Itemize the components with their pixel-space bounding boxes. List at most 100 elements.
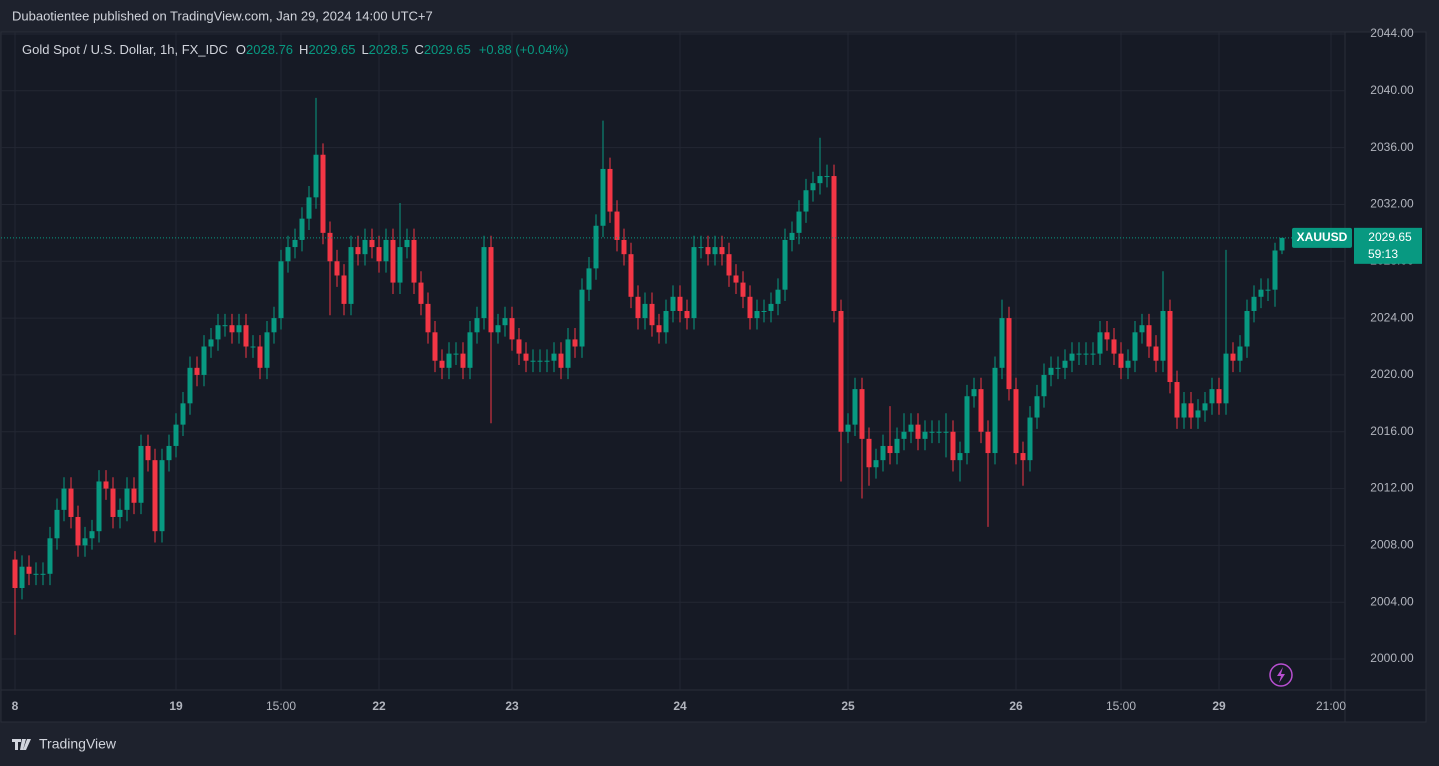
candle-body: [1265, 289, 1271, 291]
x-tick-label: 8: [12, 699, 19, 713]
candle-body: [110, 488, 116, 517]
candle-body: [628, 254, 634, 297]
y-tick-label: 2032.00: [1370, 197, 1414, 211]
legend-c: C: [414, 42, 423, 57]
candle-body: [376, 247, 382, 262]
candle-body: [201, 346, 207, 375]
candle-body: [1223, 353, 1229, 404]
candle-body: [957, 453, 963, 461]
candle-body: [124, 488, 130, 510]
candle-body: [453, 353, 459, 355]
candle-body: [831, 176, 837, 311]
candle-body: [19, 566, 25, 589]
candle-body: [789, 232, 795, 240]
candle-body: [446, 353, 452, 368]
candle-body: [26, 566, 32, 574]
candle-body: [54, 509, 60, 539]
candle-body: [1132, 332, 1138, 361]
candle-body: [600, 168, 606, 226]
candle-body: [47, 538, 53, 574]
alert-icon[interactable]: [1269, 663, 1293, 687]
candle-body: [565, 339, 571, 368]
candle-body: [180, 403, 186, 425]
candle-body: [656, 325, 662, 333]
candle-body: [1139, 325, 1145, 333]
candle-body: [1097, 332, 1103, 354]
candle-body: [838, 310, 844, 432]
y-tick-label: 2040.00: [1370, 83, 1414, 97]
candle-body: [663, 310, 669, 333]
candle-body: [40, 573, 46, 575]
candle-body: [803, 190, 809, 212]
x-tick-label: 26: [1009, 699, 1023, 713]
candle-body: [985, 431, 991, 454]
candle-body: [89, 531, 95, 539]
candle-body: [866, 438, 872, 468]
candle-body: [306, 197, 312, 219]
candle-body: [313, 154, 319, 198]
candle-body: [817, 176, 823, 184]
candle-body: [796, 211, 802, 233]
x-tick-label: 24: [673, 699, 687, 713]
candle-body: [1202, 403, 1208, 411]
candle-body: [509, 318, 515, 340]
candle-body: [320, 154, 326, 233]
candle-body: [705, 247, 711, 255]
candle-body: [537, 360, 543, 362]
candle-body: [1216, 389, 1222, 404]
candle-body: [1153, 346, 1159, 361]
candle-body: [579, 289, 585, 347]
candle-body: [733, 275, 739, 283]
candles: [12, 97, 1285, 635]
candle-body: [558, 353, 564, 368]
candle-body: [411, 239, 417, 283]
candle-body: [222, 325, 228, 327]
candle-body: [215, 325, 221, 340]
candle-body: [740, 282, 746, 297]
candle-body: [1111, 339, 1117, 354]
legend-h: H: [299, 42, 308, 57]
candle-body: [964, 396, 970, 454]
y-tick-label: 2012.00: [1370, 481, 1414, 495]
candle-body: [999, 318, 1005, 368]
candle-body: [404, 239, 410, 248]
candle-body: [677, 296, 683, 311]
countdown: 59:13: [1368, 247, 1398, 261]
candle-body: [1230, 353, 1236, 361]
last-price: 2029.65: [1368, 230, 1412, 244]
candle-body: [824, 176, 830, 178]
candle-body: [383, 239, 389, 262]
candle-body: [264, 332, 270, 368]
candle-body: [852, 389, 858, 425]
candle-body: [474, 318, 480, 333]
candle-body: [1041, 374, 1047, 397]
candle-body: [1020, 453, 1026, 461]
candle-body: [572, 339, 578, 347]
candle-body: [131, 488, 137, 503]
symbol-tag-box: [1292, 227, 1352, 248]
candle-body: [355, 247, 361, 255]
candle-body: [439, 360, 445, 368]
symbol-title: Gold Spot / U.S. Dollar, 1h, FX_IDC: [22, 42, 228, 57]
candle-body: [754, 310, 760, 319]
legend: Gold Spot / U.S. Dollar, 1h, FX_IDC O2028…: [22, 42, 568, 57]
candle-body: [880, 445, 886, 461]
x-tick-label: 29: [1212, 699, 1226, 713]
candle-body: [621, 239, 627, 255]
candle-body: [488, 247, 494, 333]
candle-body: [887, 445, 893, 454]
candle-body: [712, 247, 718, 255]
candle-body: [551, 353, 557, 361]
candle-body: [187, 367, 193, 404]
candle-body: [908, 424, 914, 432]
candle-body: [418, 282, 424, 304]
candle-body: [467, 332, 473, 368]
candle-body: [96, 481, 102, 532]
legend-o: O: [236, 42, 246, 57]
candle-body: [670, 296, 676, 311]
candle-body: [635, 296, 641, 319]
candle-body: [138, 445, 144, 503]
candle-body: [1272, 250, 1278, 290]
legend-high: 2029.65: [308, 42, 355, 57]
